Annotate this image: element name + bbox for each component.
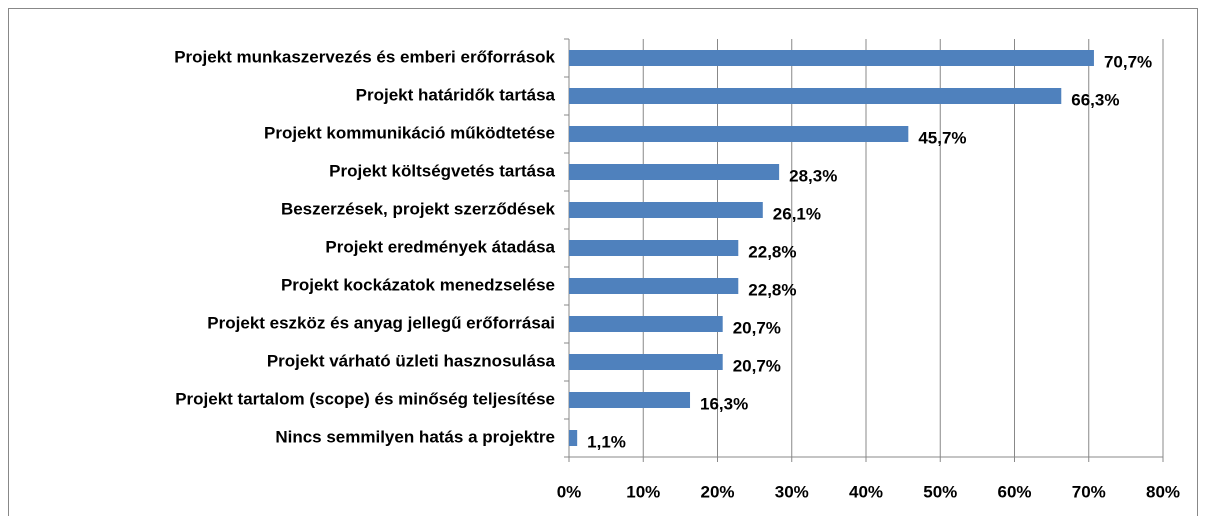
y-tick-label: Projekt tartalom (scope) és minőség telj… [175, 389, 555, 408]
x-tick-label: 50% [923, 482, 957, 501]
data-label: 28,3% [789, 166, 837, 185]
x-tick-label: 20% [700, 482, 734, 501]
y-tick-label: Projekt munkaszervezés és emberi erőforr… [174, 47, 555, 66]
bar [569, 126, 909, 142]
x-tick-label: 80% [1146, 482, 1180, 501]
y-tick-label: Projekt kommunikáció működtetése [264, 123, 555, 142]
y-tick-label: Projekt költségvetés tartása [329, 161, 555, 180]
y-tick-label: Projekt kockázatok menedzselése [281, 275, 555, 294]
data-label: 26,1% [773, 204, 821, 223]
bar [569, 316, 723, 332]
bar [569, 240, 739, 256]
x-tick-label: 40% [849, 482, 883, 501]
bar [569, 354, 723, 370]
chart-frame [8, 8, 1198, 516]
bar [569, 392, 691, 408]
y-tick-label: Projekt eszköz és anyag jellegű erőforrá… [207, 313, 555, 332]
x-tick-label: 60% [997, 482, 1031, 501]
y-tick-label: Beszerzések, projekt szerződések [281, 199, 556, 218]
y-tick-label: Projekt várható üzleti hasznosulása [267, 351, 556, 370]
data-label: 20,7% [733, 356, 781, 375]
y-tick-label: Projekt határidők tartása [356, 85, 556, 104]
data-label: 20,7% [733, 318, 781, 337]
data-label: 22,8% [748, 280, 796, 299]
bar [569, 278, 739, 294]
x-tick-label: 70% [1072, 482, 1106, 501]
x-tick-label: 10% [626, 482, 660, 501]
y-tick-label: Projekt eredmények átadása [325, 237, 555, 256]
data-label: 70,7% [1104, 52, 1152, 71]
bar [569, 88, 1062, 104]
data-label: 66,3% [1071, 90, 1119, 109]
x-tick-label: 30% [775, 482, 809, 501]
bar [569, 50, 1094, 66]
data-label: 16,3% [700, 394, 748, 413]
bar [569, 202, 763, 218]
x-tick-label: 0% [557, 482, 582, 501]
data-label: 22,8% [748, 242, 796, 261]
y-tick-label: Nincs semmilyen hatás a projektre [275, 427, 555, 446]
bar [569, 164, 780, 180]
data-label: 45,7% [918, 128, 966, 147]
bar [569, 430, 578, 446]
data-label: 1,1% [587, 432, 626, 451]
